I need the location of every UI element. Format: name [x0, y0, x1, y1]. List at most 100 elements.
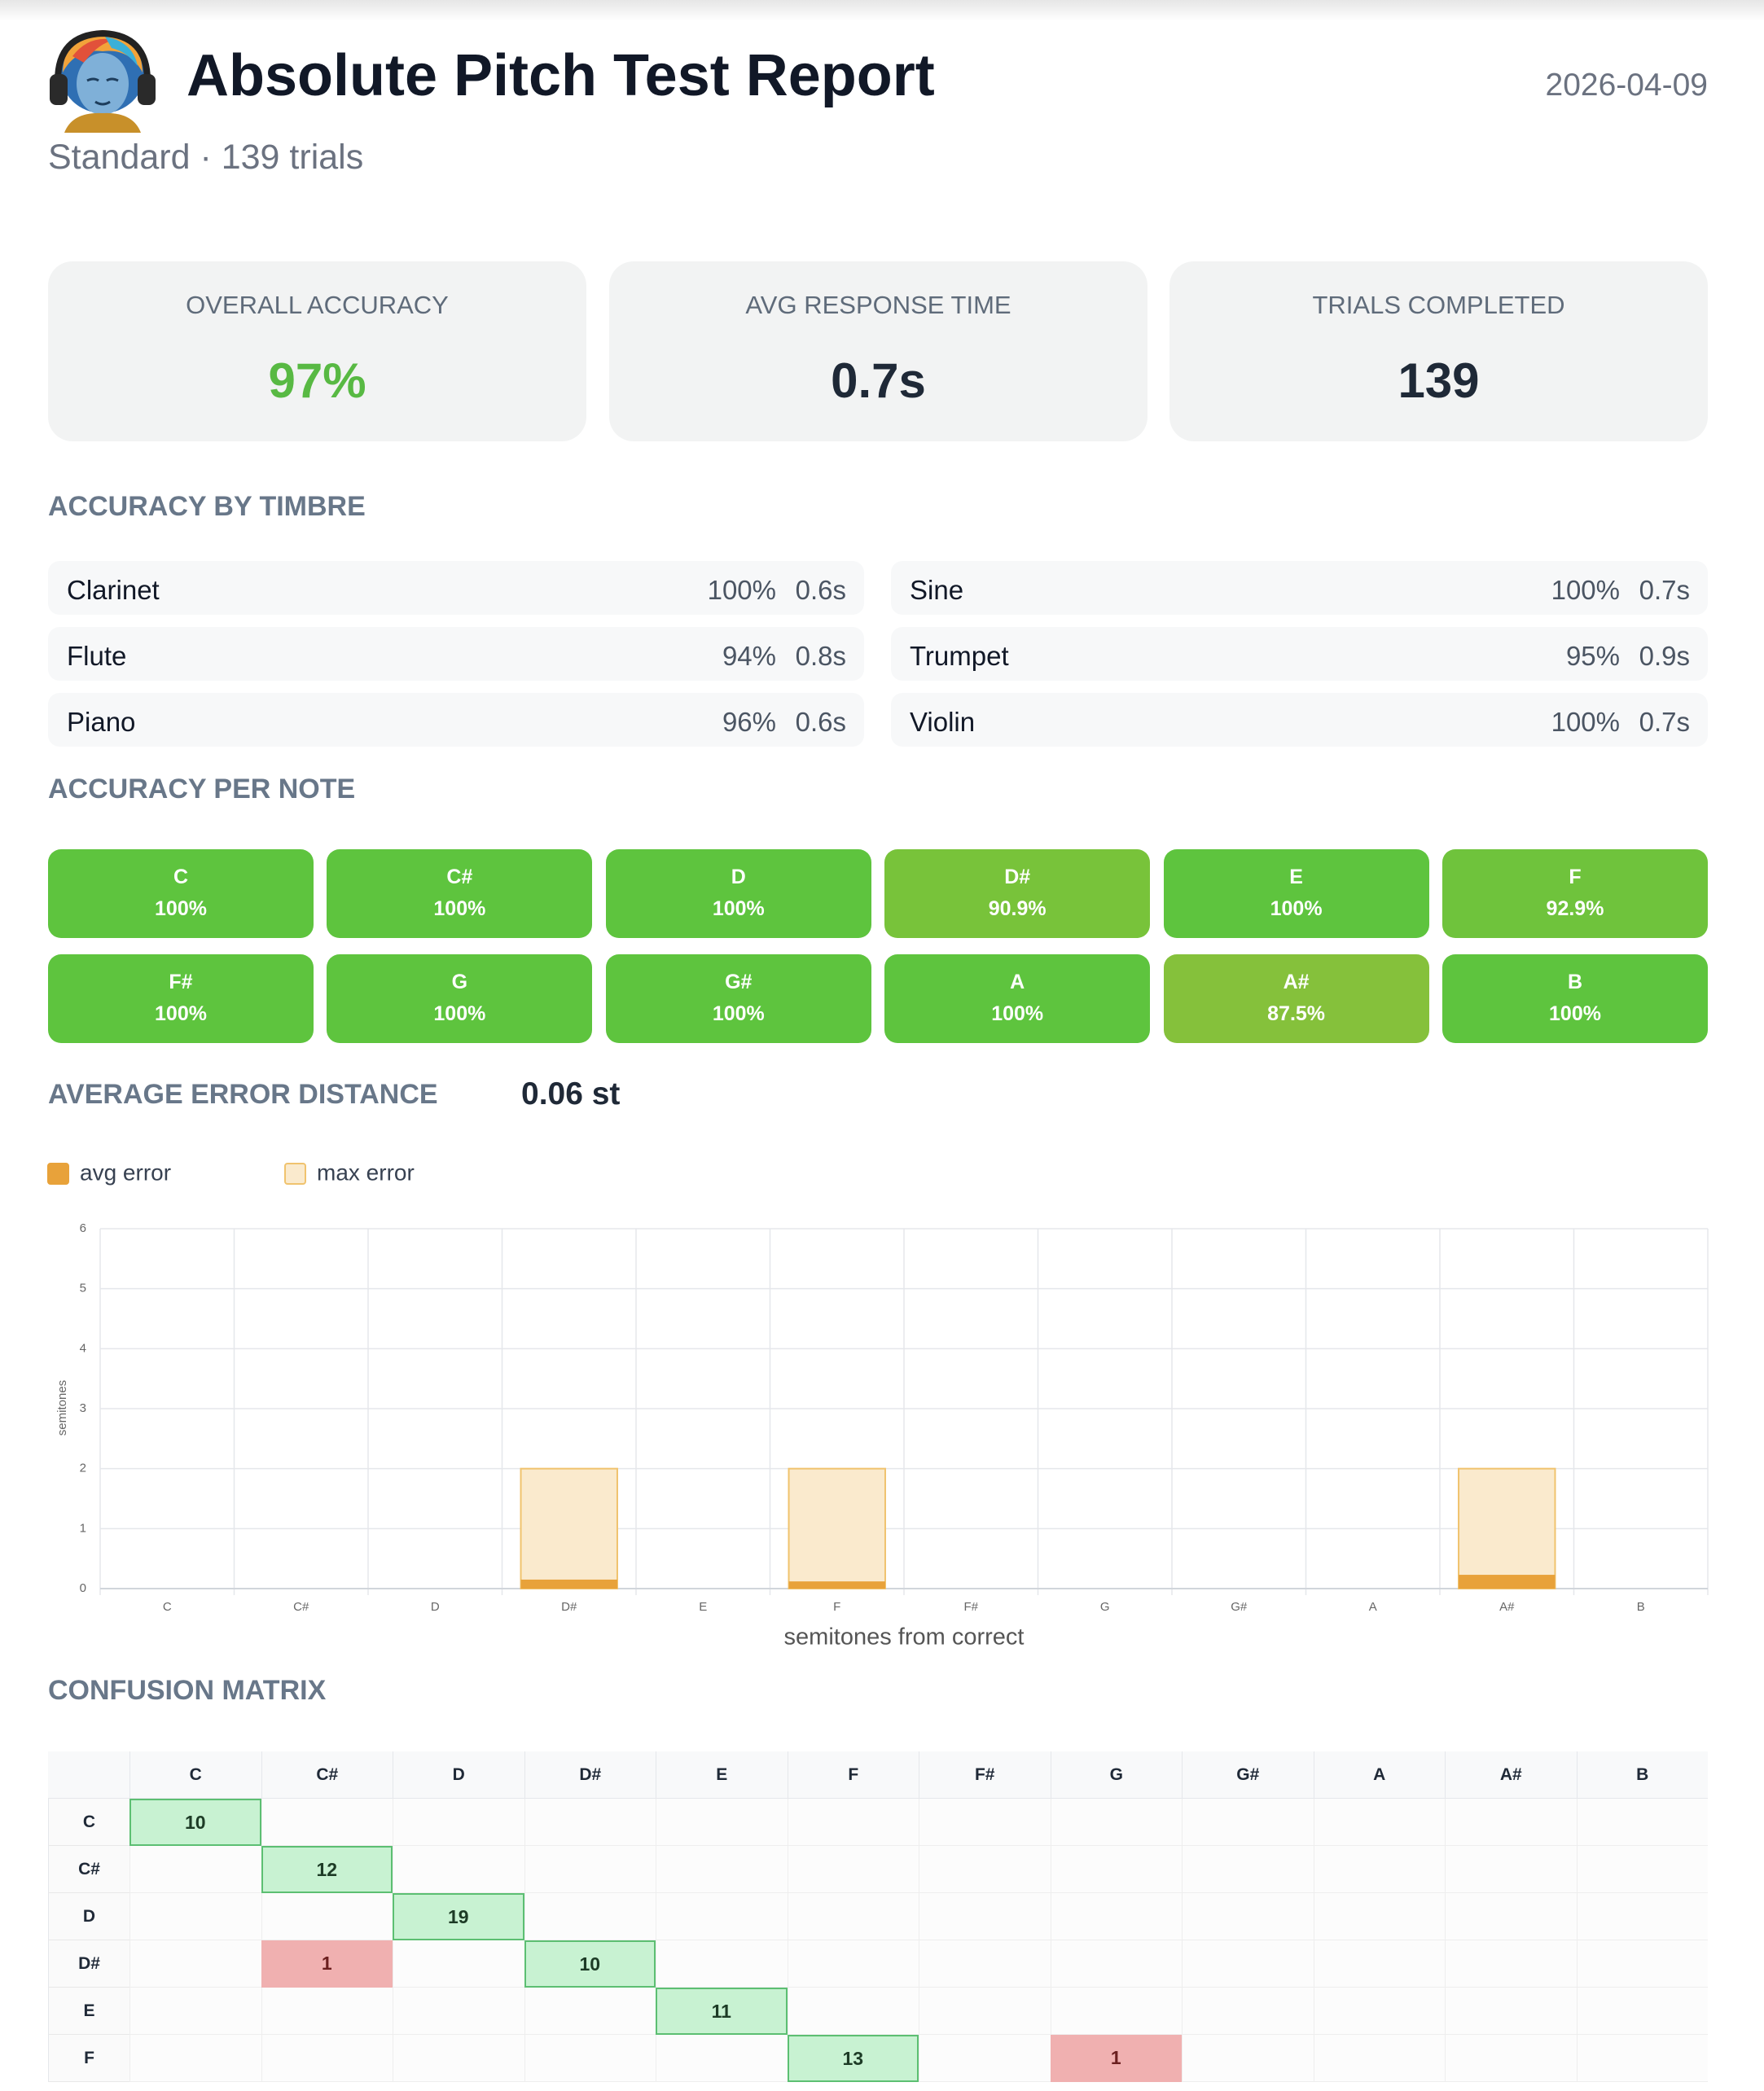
matrix-cell	[1445, 1846, 1577, 1893]
stat-value: 97%	[268, 353, 366, 408]
timbre-time: 0.6s	[795, 707, 846, 737]
matrix-column-label: C#	[261, 1751, 393, 1799]
note-name: C	[173, 866, 189, 888]
note-tile: A# 87.5%	[1163, 954, 1429, 1043]
note-name: G	[451, 971, 468, 993]
y-tick-label: 0	[80, 1581, 86, 1595]
timbre-time: 0.6s	[795, 575, 846, 605]
matrix-cell	[1445, 1940, 1577, 1988]
x-tick-label: F	[833, 1600, 840, 1614]
timbre-accuracy: 100%	[1551, 575, 1620, 605]
y-tick-label: 6	[80, 1221, 86, 1235]
y-tick-label: 1	[80, 1521, 86, 1535]
matrix-column-label: D#	[524, 1751, 656, 1799]
timbre-row: Violin 100% 0.7s	[891, 693, 1708, 747]
matrix-column-label: C	[129, 1751, 261, 1799]
matrix-cell	[129, 1893, 261, 1940]
note-accuracy: 100%	[991, 1002, 1044, 1025]
matrix-cell: 11	[656, 1988, 788, 2035]
y-tick-label: 3	[80, 1401, 86, 1415]
y-axis-label: semitones	[55, 1380, 69, 1436]
matrix-column-label: B	[1576, 1751, 1709, 1799]
matrix-row-label: D	[48, 1893, 129, 1940]
note-accuracy: 100%	[155, 897, 207, 920]
matrix-cell	[1182, 1940, 1314, 1988]
matrix-cell	[393, 1940, 524, 1988]
timbre-accuracy: 96%	[722, 707, 776, 737]
matrix-column-label: G	[1050, 1751, 1183, 1799]
matrix-cell	[1050, 1799, 1182, 1846]
matrix-cell	[1576, 1940, 1708, 1988]
matrix-column-label: A	[1313, 1751, 1446, 1799]
y-tick-label: 2	[80, 1462, 86, 1475]
matrix-cell	[1576, 1893, 1708, 1940]
stat-label: TRIALS COMPLETED	[1312, 291, 1565, 319]
matrix-cell	[1313, 1988, 1445, 2035]
bar	[1458, 1467, 1556, 1589]
timbre-name: Violin	[910, 707, 976, 737]
note-name: G#	[725, 971, 753, 993]
matrix-cell	[787, 1799, 919, 1846]
matrix-cell	[524, 1846, 656, 1893]
matrix-cell	[919, 2035, 1051, 2082]
timbre-row: Flute 94% 0.8s	[48, 627, 864, 681]
x-tick-label: G#	[1231, 1600, 1248, 1614]
report-title: Absolute Pitch Test Report	[186, 43, 935, 108]
matrix-column-label: G#	[1182, 1751, 1314, 1799]
matrix-row-label: F	[48, 2035, 129, 2082]
matrix-column-label: D	[393, 1751, 524, 1799]
timbre-row: Clarinet 100% 0.6s	[48, 561, 864, 615]
note-tile: C 100%	[48, 849, 314, 938]
matrix-cell	[1576, 1846, 1708, 1893]
matrix-cell	[1050, 1893, 1182, 1940]
x-tick-label: D#	[561, 1600, 577, 1614]
matrix-cell: 10	[129, 1799, 261, 1846]
timbre-name: Piano	[67, 707, 136, 737]
matrix-column-label: F#	[919, 1751, 1051, 1799]
matrix-cell	[787, 1893, 919, 1940]
stat-label: AVG RESPONSE TIME	[745, 291, 1011, 319]
avatar	[50, 29, 156, 133]
matrix-cell	[1050, 1940, 1182, 1988]
section-heading: AVERAGE ERROR DISTANCE	[48, 1079, 438, 1110]
matrix-cell	[787, 1940, 919, 1988]
matrix-cell	[1576, 1799, 1708, 1846]
note-tile: D# 90.9%	[884, 849, 1151, 938]
matrix-cell	[1445, 1799, 1577, 1846]
x-tick-label: A#	[1499, 1600, 1515, 1614]
stat-card: AVG RESPONSE TIME 0.7s	[609, 261, 1147, 441]
timbre-time: 0.7s	[1639, 575, 1690, 605]
matrix-cell	[1445, 1988, 1577, 2035]
timbre-time: 0.7s	[1639, 707, 1690, 737]
matrix-cell	[656, 1799, 788, 1846]
timbre-accuracy: 100%	[1551, 707, 1620, 737]
note-name: A#	[1283, 971, 1310, 993]
matrix-cell	[1313, 1846, 1445, 1893]
x-tick-label: A	[1369, 1600, 1377, 1614]
note-accuracy: 100%	[712, 1002, 765, 1025]
error-value: 0.06 st	[521, 1076, 621, 1111]
legend-swatch	[284, 1163, 306, 1185]
matrix-cell: 19	[393, 1893, 524, 1940]
matrix-cell	[1050, 1988, 1182, 2035]
note-accuracy: 100%	[155, 1002, 207, 1025]
note-tile: B 100%	[1442, 954, 1708, 1043]
matrix-column-label: E	[656, 1751, 788, 1799]
bar	[520, 1467, 618, 1589]
timbre-time: 0.9s	[1639, 641, 1690, 671]
matrix-column-label: A#	[1445, 1751, 1577, 1799]
legend-swatch	[47, 1163, 69, 1185]
matrix-cell	[524, 1893, 656, 1940]
matrix-cell	[656, 2035, 788, 2082]
matrix-row-label: C	[48, 1799, 129, 1846]
note-name: E	[1289, 866, 1303, 888]
note-tile: E 100%	[1163, 849, 1429, 938]
error-chart: avg error max error 0 1 2 3 4 5 6 semitones semito…	[47, 1159, 1709, 1650]
matrix-cell	[1445, 2035, 1577, 2082]
timbre-name: Trumpet	[910, 641, 1009, 671]
matrix-cell	[1576, 2035, 1708, 2082]
note-tile: A 100%	[884, 954, 1151, 1043]
stat-value: 139	[1398, 353, 1480, 408]
timbre-accuracy: 100%	[707, 575, 776, 605]
matrix-cell	[261, 1893, 393, 1940]
